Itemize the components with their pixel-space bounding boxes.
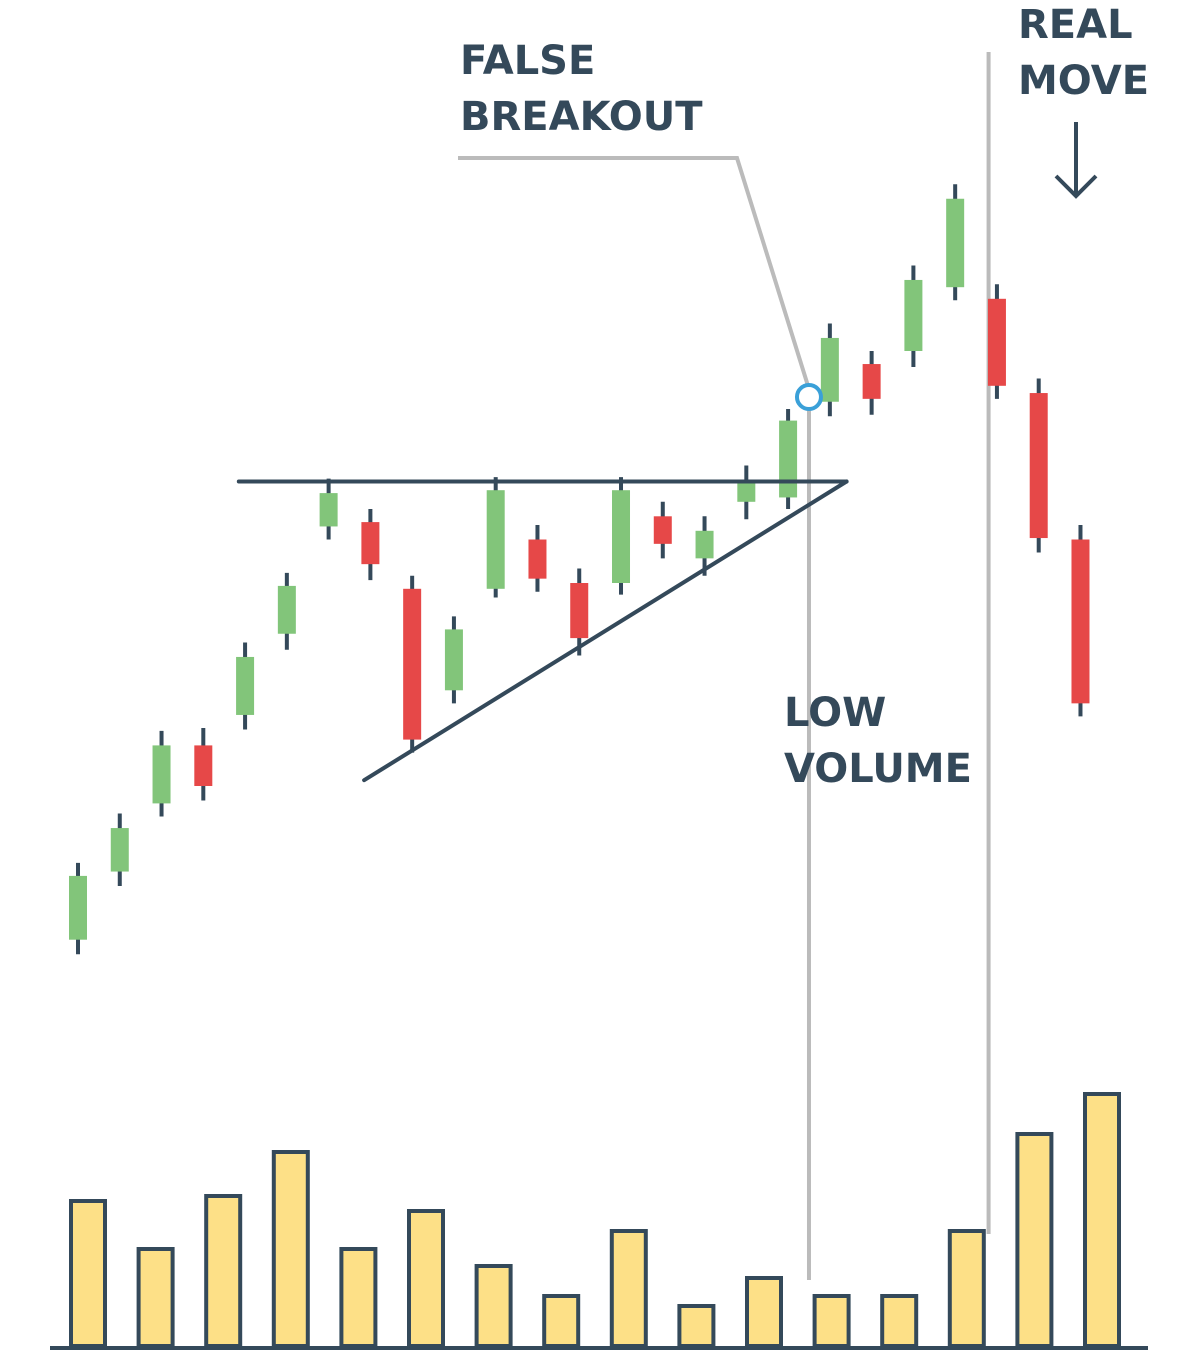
candle-up [110,813,129,887]
candle-body [570,583,589,639]
candle-body [862,364,881,399]
candle-body [319,493,338,527]
candle-up [152,730,171,817]
candle-body [1029,393,1048,539]
volume-bar [339,1247,378,1348]
triangle-trendlines [236,479,849,783]
volume-bar [69,1199,107,1348]
candle-body [403,588,422,740]
candle-body [361,522,380,565]
candle-body [528,539,547,579]
candle-down [987,284,1006,399]
candle-up [277,572,296,650]
volume-bar [812,1294,851,1348]
candle-body [1071,539,1090,704]
candlesticks [69,184,1090,955]
candle-down [361,509,380,581]
annotation-false-breakout-line2: BREAKOUT [460,94,703,140]
volume-bar [474,1264,513,1348]
volume-bar [136,1247,175,1348]
candle-up [612,477,631,595]
candle-body [820,337,839,402]
candle-up [444,616,463,704]
candle-body [152,745,171,804]
candle-body [486,490,505,589]
candle-up [946,184,965,301]
candle-body [653,516,672,544]
volume-bar [677,1304,716,1348]
candle-up [319,478,338,540]
volume-bar [204,1194,243,1348]
candle-up [486,477,505,598]
candle-body [904,279,923,351]
candle-body [612,490,631,583]
candle-down [862,351,881,415]
candle-up [69,862,87,955]
annotation-real-move-line2: MOVE [1018,58,1149,104]
candle-down [1071,525,1090,717]
volume-bar [542,1294,581,1348]
volume-bar [745,1276,783,1348]
volume-bar [609,1229,648,1348]
volume-bar [1015,1132,1054,1348]
candle-body [277,585,296,634]
false-breakout-marker [794,383,823,411]
volume-bar [880,1294,919,1348]
annotation-low-volume-line2: VOLUME [784,746,972,792]
candle-body [69,875,87,940]
candle-body [194,745,213,786]
arrow-head [1054,174,1098,199]
candle-up [737,465,756,520]
candle-body [779,420,798,498]
annotation-low-volume-line1: LOW [784,690,886,736]
candle-down [653,501,672,559]
volume-bar [271,1150,310,1348]
candle-body [737,480,756,502]
candle-up [236,642,255,730]
annotation-false-breakout-line1: FALSE [460,38,595,84]
candle-up [904,265,923,367]
volume-bar [1083,1092,1121,1348]
candle-down [403,575,422,753]
down-arrow-icon [1054,122,1098,199]
candle-body [236,656,255,715]
volume-bars [50,1092,1148,1350]
volume-bar [947,1229,986,1348]
candle-up [695,516,714,576]
candle-body [946,198,965,288]
candle-down [194,728,213,801]
support-line [362,479,849,783]
volume-bar [407,1209,445,1348]
candle-up [779,409,798,510]
candle-body [695,530,714,559]
candle-body [110,828,129,872]
false-breakout-leader-line [458,156,811,390]
candle-body [987,298,1006,386]
candle-body [444,629,463,691]
markers [794,122,1098,411]
candle-down [528,525,547,592]
candle-down [570,568,589,656]
annotation-real-move-line1: REAL [1018,2,1133,48]
candle-down [1029,378,1048,553]
leader-lines [458,52,991,1280]
candle-up [820,323,839,417]
